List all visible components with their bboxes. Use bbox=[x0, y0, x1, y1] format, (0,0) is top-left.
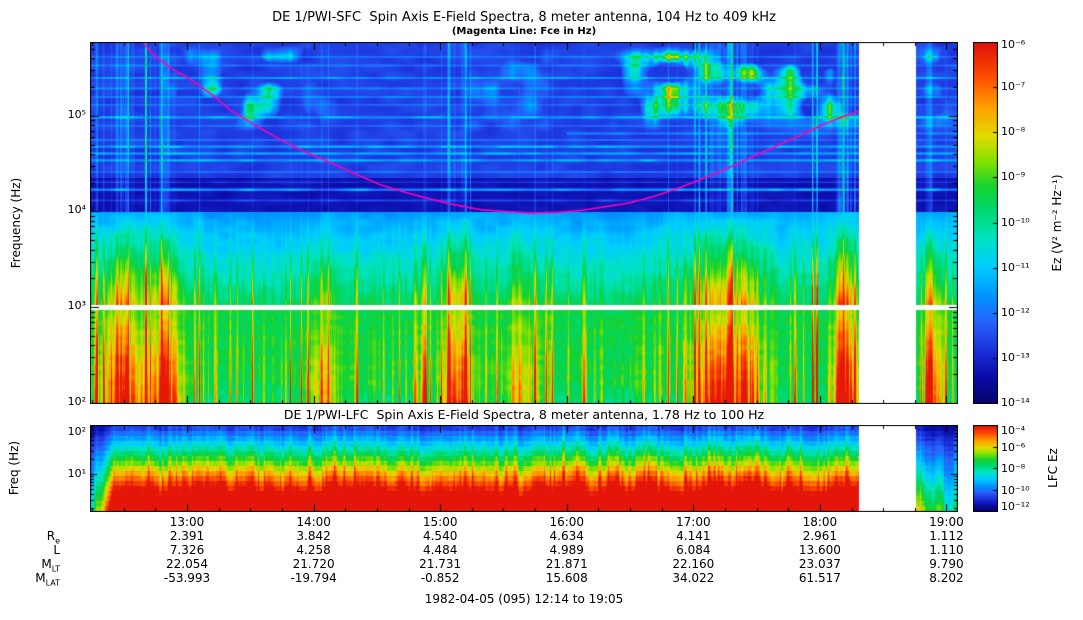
ephemeris-mlt-value: 9.790 bbox=[929, 557, 964, 571]
sfc-ytick-10e5: 10⁵ bbox=[67, 107, 86, 121]
time-tick-label: 18:00 bbox=[802, 515, 838, 529]
lfc-y-axis-label: Freq (Hz) bbox=[7, 440, 21, 496]
lfc-colorbar-tick: 10⁻⁴ bbox=[1001, 424, 1026, 437]
sfc-colorbar-tick: 10⁻⁹ bbox=[1001, 170, 1026, 184]
lfc-ytick-10e2: 10² bbox=[67, 425, 86, 438]
ephemeris-mlat-value: -0.852 bbox=[420, 571, 460, 585]
ephemeris-re-value: 4.634 bbox=[549, 529, 584, 543]
sfc-colorbar-tick: 10⁻¹³ bbox=[1001, 350, 1030, 364]
ephemeris-l-value: 6.084 bbox=[676, 543, 711, 557]
ephemeris-l-value: 1.110 bbox=[929, 543, 964, 557]
sfc-colorbar-tick: 10⁻¹¹ bbox=[1001, 260, 1030, 274]
ephemeris-re-value: 4.540 bbox=[422, 529, 458, 543]
ephemeris-l-value: 4.484 bbox=[422, 543, 458, 557]
sfc-colorbar-tick: 10⁻⁶ bbox=[1001, 38, 1026, 51]
ephemeris-mlat-value: 8.202 bbox=[929, 571, 964, 585]
sfc-subtitle: (Magenta Line: Fce in Hz) bbox=[451, 26, 597, 37]
ephemeris-l-value: 4.989 bbox=[549, 543, 584, 557]
ephemeris-l-value: 7.326 bbox=[169, 543, 205, 557]
ephemeris-re-value: 3.842 bbox=[296, 529, 331, 543]
ephemeris-l-value: 13.600 bbox=[798, 543, 841, 557]
date-range-label: 1982-04-05 (095) 12:14 to 19:05 bbox=[424, 592, 624, 606]
ephemeris-mlt-value: 21.720 bbox=[292, 557, 335, 571]
sfc-ytick-10e2: 10² bbox=[67, 395, 86, 408]
lfc-colorbar-tick: 10⁻⁸ bbox=[1001, 462, 1026, 475]
time-tick-label: 16:00 bbox=[549, 515, 585, 529]
ephemeris-re-value: 1.112 bbox=[929, 529, 964, 543]
lfc-colorbar-tick: 10⁻⁶ bbox=[1001, 440, 1026, 454]
sfc-ytick-10e3: 10³ bbox=[67, 299, 86, 313]
ephemeris-row-label-l: L bbox=[53, 543, 60, 557]
ephemeris-mlat-value: -53.993 bbox=[163, 571, 211, 585]
lfc-colorbar-tick: 10⁻¹⁰ bbox=[1001, 483, 1030, 497]
ephemeris-mlt-value: 22.160 bbox=[672, 557, 715, 571]
ephemeris-mlt-value: 21.731 bbox=[419, 557, 462, 571]
sfc-colorbar-tick: 10⁻⁸ bbox=[1001, 125, 1026, 139]
time-tick-label: 14:00 bbox=[296, 515, 331, 529]
sfc-colorbar-tick: 10⁻⁷ bbox=[1001, 80, 1026, 94]
ephemeris-mlt-value: 23.037 bbox=[798, 557, 841, 571]
time-tick-label: 15:00 bbox=[422, 515, 458, 529]
time-tick-label: 13:00 bbox=[169, 515, 205, 529]
lfc-ytick-10e1: 10¹ bbox=[67, 467, 86, 481]
lfc-colorbar bbox=[973, 425, 998, 512]
lfc-colorbar-tick: 10⁻¹² bbox=[1001, 500, 1030, 513]
sfc-colorbar-label: Ez (V² m⁻² Hz⁻¹) bbox=[1050, 174, 1064, 272]
ephemeris-mlt-value: 21.871 bbox=[545, 557, 588, 571]
ephemeris-re-value: 2.961 bbox=[802, 529, 838, 543]
sfc-spectrogram-plot bbox=[90, 42, 958, 404]
ephemeris-mlat-value: -19.794 bbox=[290, 571, 337, 585]
lfc-spectrogram-plot bbox=[90, 425, 958, 512]
ephemeris-re-value: 4.141 bbox=[676, 529, 711, 543]
sfc-colorbar-tick: 10⁻¹⁰ bbox=[1001, 215, 1030, 229]
ephemeris-re-value: 2.391 bbox=[169, 529, 205, 543]
ephemeris-row-label-mlt: MLT bbox=[41, 557, 60, 574]
ephemeris-mlat-value: 34.022 bbox=[672, 571, 715, 585]
sfc-y-axis-label: Frequency (Hz) bbox=[9, 177, 23, 269]
sfc-colorbar-tick: 10⁻¹⁴ bbox=[1001, 396, 1030, 409]
sfc-title: DE 1/PWI-SFC Spin Axis E-Field Spectra, … bbox=[272, 10, 776, 25]
ephemeris-row-label-mlat: MLAT bbox=[35, 571, 60, 588]
ephemeris-mlt-value: 22.054 bbox=[166, 557, 209, 571]
ephemeris-mlat-value: 61.517 bbox=[798, 571, 841, 585]
lfc-colorbar-label: LFC Ez bbox=[1046, 448, 1060, 488]
sfc-colorbar-tick: 10⁻¹² bbox=[1001, 305, 1030, 319]
time-tick-label: 19:00 bbox=[929, 515, 964, 529]
ephemeris-mlat-value: 15.608 bbox=[545, 571, 588, 585]
sfc-colorbar bbox=[973, 42, 998, 404]
sfc-ytick-10e4: 10⁴ bbox=[67, 203, 86, 217]
ephemeris-l-value: 4.258 bbox=[296, 543, 331, 557]
ephemeris-row-label-re: Re bbox=[46, 529, 60, 546]
time-tick-label: 17:00 bbox=[676, 515, 711, 529]
lfc-title: DE 1/PWI-LFC Spin Axis E-Field Spectra, … bbox=[283, 407, 765, 422]
